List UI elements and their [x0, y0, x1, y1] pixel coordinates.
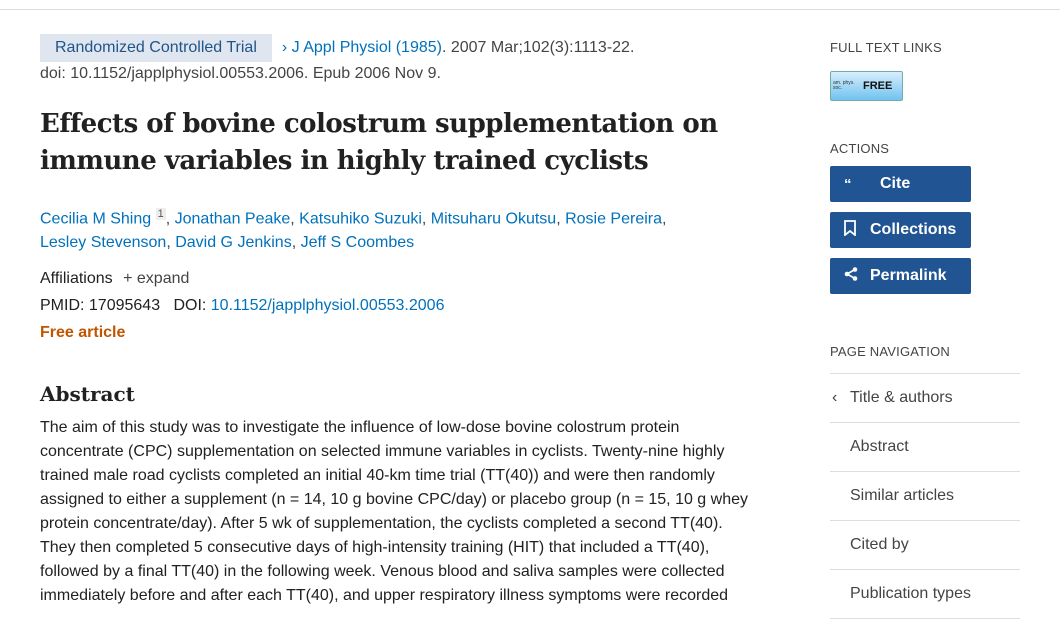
author-link[interactable]: Mitsuharu Okutsu: [430, 210, 557, 228]
nav-label: Publication types: [850, 585, 971, 602]
pmid-value: 17095643: [88, 297, 161, 315]
author-link[interactable]: Cecilia M Shing: [40, 210, 152, 228]
top-divider: [0, 9, 1060, 10]
collections-button[interactable]: Collections: [830, 212, 971, 248]
page-navigation: ‹ Title & authors Abstract Similar articl…: [830, 373, 1020, 619]
abstract-text: The aim of this study was to investigate…: [40, 419, 748, 605]
cite-button[interactable]: “ Cite: [830, 166, 971, 202]
actions-heading: ACTIONS: [830, 141, 890, 156]
author-link[interactable]: Jeff S Coombes: [300, 234, 415, 252]
nav-abstract[interactable]: Abstract: [830, 423, 1020, 472]
expand-affiliations-button[interactable]: + expand: [123, 270, 189, 287]
bookmark-icon: [844, 220, 864, 240]
expand-label: expand: [136, 270, 190, 288]
permalink-label: Permalink: [870, 267, 947, 284]
author-link[interactable]: Lesley Stevenson: [40, 234, 167, 252]
nav-label: Cited by: [850, 536, 909, 553]
nav-title-authors[interactable]: ‹ Title & authors: [830, 374, 1020, 423]
nav-label: Title & authors: [850, 389, 953, 406]
page-navigation-heading: PAGE NAVIGATION: [830, 344, 951, 359]
doi-link[interactable]: 10.1152/japplphysiol.00553.2006: [210, 297, 445, 315]
page-title: Effects of bovine colostrum supplementat…: [40, 109, 718, 176]
nav-label: Abstract: [850, 438, 909, 455]
sidebar: FULL TEXT LINKS am. phys. soc. FREE ACTIO…: [830, 40, 1020, 619]
collections-label: Collections: [870, 221, 957, 238]
identifiers-row: PMID: 17095643 DOI: 10.1152/japplphysiol…: [40, 292, 770, 319]
aps-free-full-text-link[interactable]: am. phys. soc. FREE: [830, 71, 903, 101]
nav-cited-by[interactable]: Cited by: [830, 521, 1020, 570]
free-article-label: Free article: [40, 324, 126, 342]
journal-link[interactable]: J Appl Physiol (1985): [291, 39, 442, 56]
affiliations-row: Affiliations + expand: [40, 265, 770, 292]
aps-logo: am. phys. soc.: [833, 80, 855, 91]
nav-similar-articles[interactable]: Similar articles: [830, 472, 1020, 521]
author-link[interactable]: Katsuhiko Suzuki: [299, 210, 422, 228]
article-type-badge: Randomized Controlled Trial: [40, 34, 272, 62]
doi-label: DOI:: [173, 297, 207, 315]
article-main: Randomized Controlled Trial › J Appl Phys…: [40, 34, 770, 608]
pmid-label: PMID:: [40, 297, 85, 315]
cite-label: Cite: [880, 175, 911, 192]
doi-line: doi: 10.1152/japplphysiol.00553.2006. Ep…: [40, 65, 441, 82]
share-icon: [844, 267, 864, 285]
full-text-links-heading: FULL TEXT LINKS: [830, 40, 942, 55]
citation-details: . 2007 Mar;102(3):1113-22.: [441, 39, 635, 56]
nav-publication-types[interactable]: Publication types: [830, 570, 1020, 619]
author-link[interactable]: Rosie Pereira: [565, 210, 663, 228]
permalink-button[interactable]: Permalink: [830, 258, 971, 294]
abstract-heading: Abstract: [40, 382, 135, 407]
affiliation-sup[interactable]: 1: [155, 208, 166, 220]
free-label: FREE: [863, 80, 893, 92]
authors-list: Cecilia M Shing 1, Jonathan Peake, Katsu…: [40, 208, 667, 252]
nav-label: Similar articles: [850, 487, 955, 504]
chevron-left-icon: ‹: [832, 389, 838, 406]
author-link[interactable]: Jonathan Peake: [174, 210, 291, 228]
citation: Randomized Controlled Trial › J Appl Phys…: [40, 34, 770, 86]
chevron-right-icon: ›: [281, 39, 292, 56]
quote-icon: “: [844, 175, 852, 193]
plus-icon: +: [123, 270, 133, 288]
author-link[interactable]: David G Jenkins: [175, 234, 292, 252]
affiliations-label: Affiliations: [40, 270, 113, 288]
